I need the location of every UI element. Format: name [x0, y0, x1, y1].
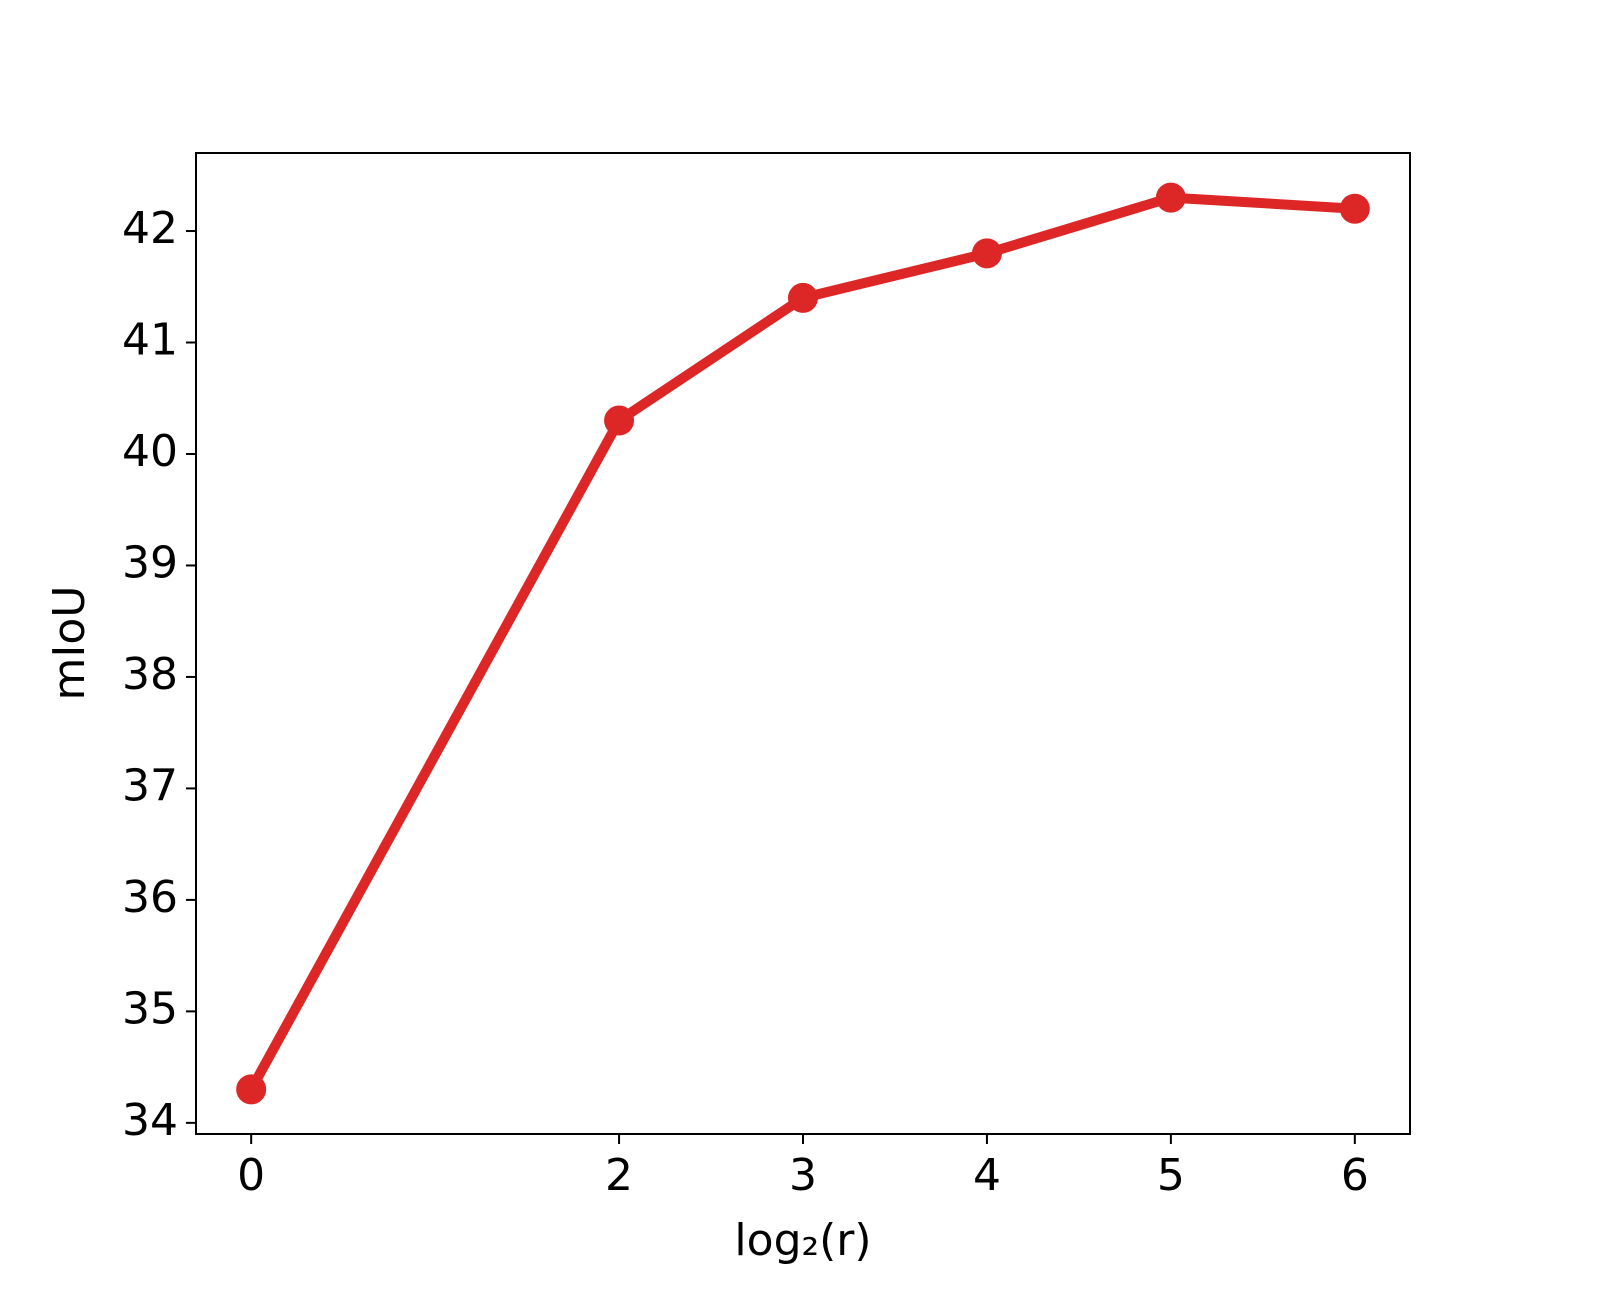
data-point: [236, 1074, 267, 1105]
y-tick-label: 37: [122, 760, 178, 811]
y-tick-label: 40: [122, 426, 178, 477]
x-tick-label: 5: [1157, 1150, 1185, 1201]
y-tick-label: 41: [122, 315, 178, 366]
y-axis-label: mIoU: [44, 586, 95, 701]
x-axis-label: log₂(r): [734, 1215, 871, 1266]
y-tick-label: 34: [122, 1095, 178, 1146]
y-tick-label: 39: [122, 537, 178, 588]
data-point: [1155, 182, 1186, 213]
x-tick-label: 3: [789, 1150, 817, 1201]
x-tick-label: 6: [1341, 1150, 1369, 1201]
data-point: [971, 238, 1002, 269]
y-tick-label: 35: [122, 983, 178, 1034]
y-tick-label: 42: [122, 203, 178, 254]
data-point: [1339, 193, 1370, 224]
data-line: [246, 192, 1356, 1092]
y-tick-label: 38: [122, 649, 178, 700]
data-point: [788, 282, 818, 313]
x-tick-label: 0: [237, 1150, 265, 1201]
data-point: [604, 405, 635, 436]
x-tick-label: 2: [605, 1150, 633, 1201]
x-tick-label: 4: [973, 1150, 1001, 1201]
y-tick-label: 36: [122, 872, 178, 923]
